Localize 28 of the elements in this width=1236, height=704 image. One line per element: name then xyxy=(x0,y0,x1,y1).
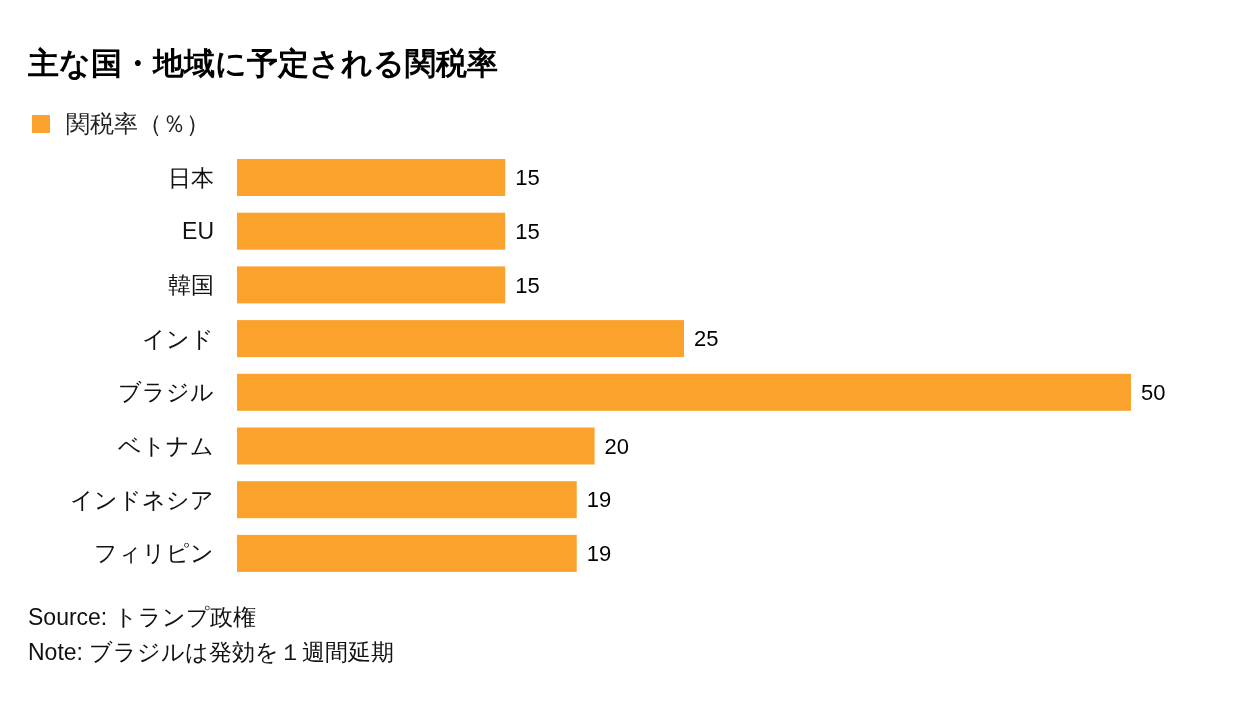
data-label: 25 xyxy=(694,326,719,352)
data-label: 50 xyxy=(1141,380,1166,405)
bar xyxy=(237,212,506,250)
bar xyxy=(237,320,684,358)
data-label: 15 xyxy=(515,165,540,191)
y-tick-label: ベトナム xyxy=(118,433,214,460)
y-tick-label: インド xyxy=(142,325,214,352)
data-label: 15 xyxy=(515,272,540,298)
y-tick-label: ブラジル xyxy=(118,379,214,406)
chart-title: 主な国・地域に予定される関税率 xyxy=(27,46,498,81)
data-label: 19 xyxy=(586,487,612,513)
bar xyxy=(237,159,506,196)
y-tick-label: 韓国 xyxy=(168,271,214,298)
text: Note: ブラジルは発効を１週間延期 xyxy=(28,638,395,665)
data-label: 19 xyxy=(586,541,612,567)
data-label: 20 xyxy=(604,433,630,459)
y-tick-label: フィリピン xyxy=(94,540,214,567)
legend-label: 関税率（％） xyxy=(66,110,210,138)
data-label: 15 xyxy=(515,218,540,244)
y-tick-label: 日本 xyxy=(168,164,214,191)
bar xyxy=(237,427,595,465)
bar xyxy=(237,534,577,572)
bar xyxy=(237,373,1131,411)
source-note: Source: トランプ政権 xyxy=(28,603,256,630)
y-tick-label: EU xyxy=(182,218,214,245)
y-tick-label: インドネシア xyxy=(70,486,214,513)
bar xyxy=(237,481,577,519)
bar xyxy=(237,266,506,304)
